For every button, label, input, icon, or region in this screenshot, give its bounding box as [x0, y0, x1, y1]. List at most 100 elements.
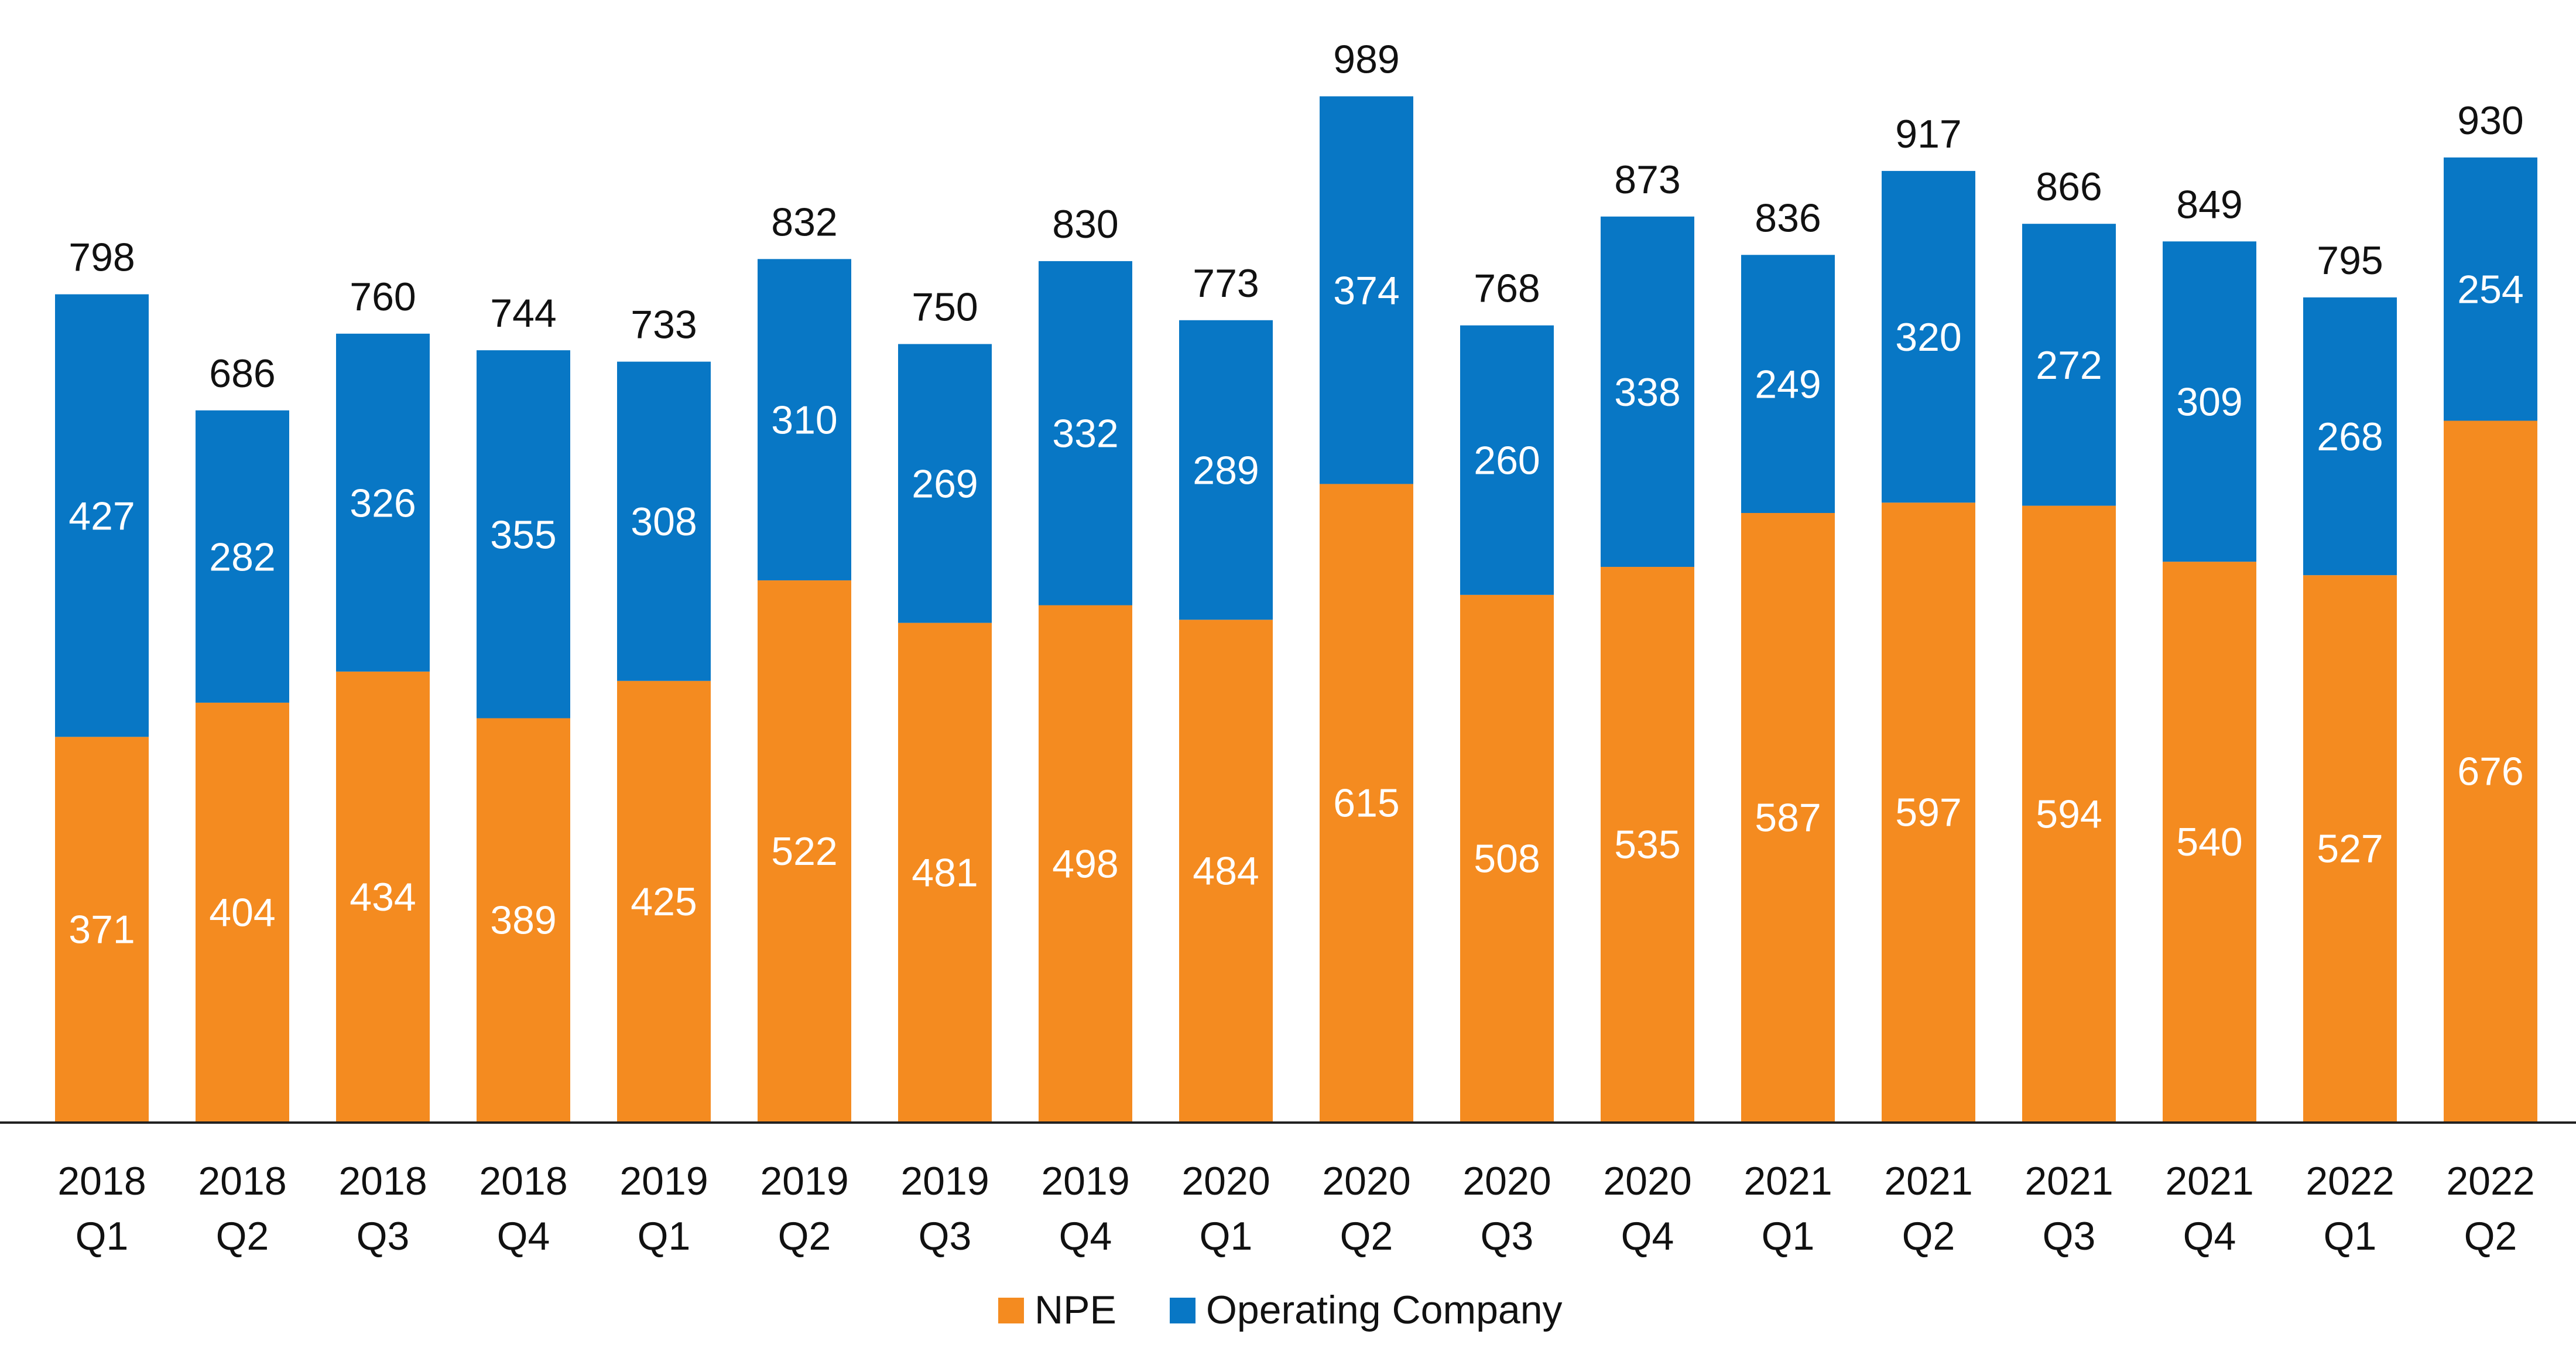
x-tick-year: 2018: [479, 1159, 567, 1203]
stacked-bar-chart: 371 427 404 282 434 326 389 355 425 308 522 310 481 2…: [0, 0, 2576, 1358]
total-label: 930: [2457, 98, 2523, 143]
data-label-npe: 371: [68, 908, 135, 952]
data-label-npe: 425: [631, 880, 697, 924]
x-tick-year: 2018: [198, 1159, 286, 1203]
data-label-operating-company: 338: [1614, 370, 1680, 415]
total-labels-layer: 798 686 760 744 733 832 750 830 773 989 768 873 836 9…: [68, 37, 2523, 395]
x-tick-year: 2021: [1884, 1159, 1972, 1203]
data-label-npe: 540: [2176, 820, 2242, 864]
data-label-operating-company: 355: [490, 512, 556, 557]
total-label: 795: [2317, 238, 2383, 283]
total-label: 733: [631, 303, 697, 347]
data-label-npe: 597: [1895, 791, 1961, 835]
data-label-npe: 527: [2317, 827, 2383, 871]
data-label-operating-company: 254: [2457, 268, 2523, 312]
data-label-operating-company: 309: [2176, 380, 2242, 425]
legend-label-operating-company: Operating Company: [1206, 1288, 1563, 1332]
total-label: 873: [1614, 158, 1680, 202]
x-tick-year: 2022: [2446, 1159, 2534, 1203]
legend-swatch-npe: [998, 1298, 1024, 1323]
total-label: 866: [2036, 165, 2102, 209]
x-tick-quarter: Q2: [1340, 1214, 1393, 1258]
data-label-npe: 481: [912, 850, 978, 895]
data-label-npe: 498: [1052, 842, 1118, 886]
bars-layer: [55, 96, 2537, 1121]
data-label-npe: 535: [1614, 823, 1680, 867]
data-label-operating-company: 282: [209, 535, 275, 579]
x-tick-quarter: Q1: [2324, 1214, 2377, 1258]
x-tick-labels-layer: 2018 Q1 2018 Q2 2018 Q3 2018 Q4 2019 Q1 2019 Q2 2019…: [57, 1159, 2534, 1258]
total-label: 832: [771, 200, 837, 244]
data-label-npe: 404: [209, 890, 275, 935]
data-label-operating-company: 310: [771, 398, 837, 443]
total-label: 836: [1755, 196, 1821, 240]
total-label: 849: [2176, 182, 2242, 227]
data-label-operating-company: 320: [1895, 315, 1961, 360]
x-tick-quarter: Q2: [778, 1214, 831, 1258]
x-tick-quarter: Q1: [1200, 1214, 1253, 1258]
data-label-npe: 676: [2457, 750, 2523, 794]
x-tick-quarter: Q4: [1621, 1214, 1674, 1258]
total-label: 760: [350, 275, 416, 319]
x-tick-year: 2020: [1322, 1159, 1410, 1203]
x-tick-quarter: Q4: [1059, 1214, 1112, 1258]
data-label-operating-company: 272: [2036, 343, 2102, 388]
data-label-operating-company: 308: [631, 500, 697, 544]
x-tick-quarter: Q3: [1481, 1214, 1534, 1258]
data-label-npe: 389: [490, 898, 556, 943]
total-label: 744: [490, 291, 556, 336]
data-label-operating-company: 427: [68, 494, 135, 538]
x-tick-quarter: Q3: [919, 1214, 972, 1258]
segment-labels-layer: 371 427 404 282 434 326 389 355 425 308 522 310 481 2…: [68, 268, 2523, 952]
total-label: 773: [1193, 261, 1259, 306]
x-tick-quarter: Q2: [216, 1214, 269, 1258]
data-label-operating-company: 332: [1052, 412, 1118, 456]
x-tick-year: 2019: [1041, 1159, 1129, 1203]
legend-swatch-operating-company: [1170, 1298, 1195, 1323]
x-tick-quarter: Q2: [1902, 1214, 1955, 1258]
x-tick-quarter: Q1: [1762, 1214, 1815, 1258]
x-tick-year: 2019: [760, 1159, 848, 1203]
x-tick-year: 2021: [2025, 1159, 2113, 1203]
total-label: 686: [209, 351, 275, 396]
data-label-operating-company: 260: [1474, 439, 1540, 483]
data-label-operating-company: 268: [2317, 415, 2383, 459]
data-label-operating-company: 269: [912, 462, 978, 507]
total-label: 798: [68, 235, 135, 280]
total-label: 768: [1474, 266, 1540, 311]
x-tick-quarter: Q4: [2183, 1214, 2236, 1258]
x-tick-year: 2021: [1743, 1159, 1832, 1203]
data-label-npe: 587: [1755, 796, 1821, 840]
total-label: 750: [912, 285, 978, 330]
x-tick-year: 2021: [2165, 1159, 2253, 1203]
data-label-npe: 508: [1474, 836, 1540, 881]
x-tick-year: 2022: [2306, 1159, 2394, 1203]
x-tick-year: 2020: [1603, 1159, 1691, 1203]
x-tick-quarter: Q1: [638, 1214, 691, 1258]
x-tick-year: 2020: [1462, 1159, 1551, 1203]
x-tick-year: 2018: [338, 1159, 427, 1203]
data-label-operating-company: 326: [350, 481, 416, 525]
legend-label-npe: NPE: [1034, 1288, 1116, 1332]
total-label: 830: [1052, 202, 1118, 247]
data-label-npe: 594: [2036, 792, 2102, 836]
total-label: 989: [1333, 37, 1399, 81]
data-label-npe: 484: [1193, 849, 1259, 894]
legend: NPE Operating Company: [998, 1288, 1563, 1332]
data-label-npe: 615: [1333, 781, 1399, 826]
x-tick-quarter: Q2: [2464, 1214, 2517, 1258]
x-tick-quarter: Q3: [357, 1214, 410, 1258]
x-tick-year: 2019: [619, 1159, 708, 1203]
data-label-operating-company: 289: [1193, 449, 1259, 493]
x-tick-year: 2020: [1181, 1159, 1270, 1203]
x-tick-quarter: Q4: [497, 1214, 550, 1258]
x-tick-quarter: Q3: [2043, 1214, 2096, 1258]
data-label-npe: 434: [350, 875, 416, 919]
data-label-npe: 522: [771, 829, 837, 874]
data-label-operating-company: 374: [1333, 268, 1399, 313]
x-tick-year: 2018: [57, 1159, 146, 1203]
x-tick-quarter: Q1: [76, 1214, 129, 1258]
x-tick-year: 2019: [900, 1159, 989, 1203]
data-label-operating-company: 249: [1755, 362, 1821, 407]
total-label: 917: [1895, 112, 1961, 156]
